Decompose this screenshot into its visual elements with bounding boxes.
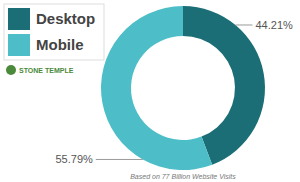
data-label: 55.79% [55, 153, 93, 165]
footnote: Based on 77 Billion Website Visits [130, 173, 236, 180]
legend-swatch [8, 34, 30, 56]
logo-text: STONE TEMPLE [19, 67, 74, 74]
pie-group [101, 6, 265, 170]
slice [101, 6, 212, 170]
legend: Desktop Mobile [4, 4, 104, 60]
leader-line [235, 24, 252, 25]
logo-icon [6, 65, 16, 75]
legend-swatch [8, 8, 30, 30]
chart-svg: 44.21% 55.79% Desktop Mobile STONE TEMPLE Bas… [0, 0, 300, 182]
legend-label: Desktop [36, 10, 95, 27]
leader-line [96, 159, 143, 160]
data-label: 44.21% [255, 19, 293, 31]
legend-box [4, 4, 104, 60]
chart-container: 44.21% 55.79% Desktop Mobile STONE TEMPLE Bas… [0, 0, 300, 182]
legend-label: Mobile [36, 36, 84, 53]
